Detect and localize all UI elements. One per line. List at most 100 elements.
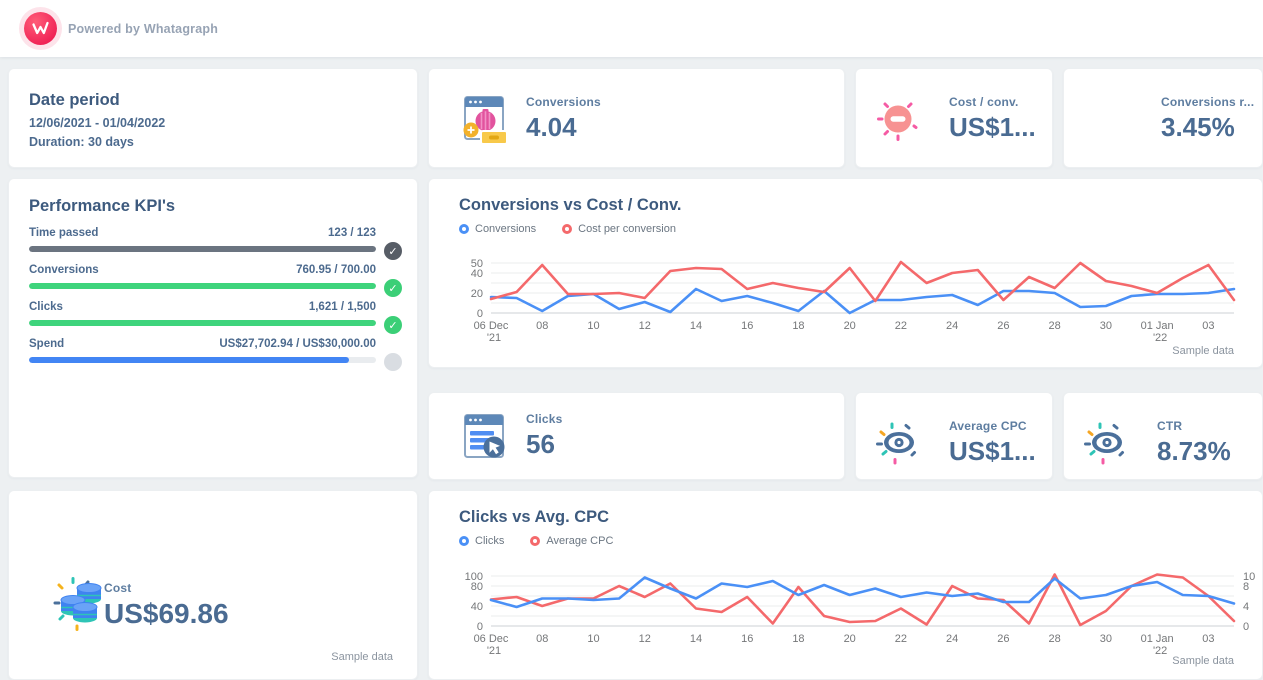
svg-text:26: 26 <box>997 633 1009 645</box>
whatagraph-logo-icon <box>24 12 57 45</box>
progress-fill <box>29 246 376 252</box>
chart2-legend: Clicks Average CPC <box>459 535 613 547</box>
cost-conv-label: Cost / conv. <box>949 95 1019 109</box>
progress-bar <box>29 320 376 326</box>
legend-item-clicks[interactable]: Clicks <box>459 535 504 547</box>
conversions-metric-card: Conversions 4.04 <box>428 68 845 168</box>
svg-text:'22: '22 <box>1153 332 1167 344</box>
ctr-label: CTR <box>1157 419 1183 433</box>
svg-text:'22: '22 <box>1153 645 1167 657</box>
legend-item-cost-per-conversion[interactable]: Cost per conversion <box>562 223 676 235</box>
kpi-label: Clicks <box>29 301 63 313</box>
avg-cpc-label: Average CPC <box>949 419 1027 433</box>
ctr-card: CTR 8.73% <box>1063 392 1263 480</box>
conversions-value: 4.04 <box>526 112 577 142</box>
svg-text:0: 0 <box>477 308 483 320</box>
svg-text:22: 22 <box>895 633 907 645</box>
conv-rate-value: 3.45% <box>1161 112 1235 142</box>
chart1-legend: Conversions Cost per conversion <box>459 223 676 235</box>
svg-text:12: 12 <box>639 633 651 645</box>
svg-text:30: 30 <box>1100 633 1112 645</box>
svg-text:12: 12 <box>639 320 651 332</box>
eye-burst-icon <box>1082 419 1130 472</box>
legend-item-conversions[interactable]: Conversions <box>459 223 536 235</box>
clicks-value: 56 <box>526 429 555 459</box>
click-window-icon <box>456 408 512 469</box>
sample-data-note: Sample data <box>1172 345 1234 357</box>
kpi-label: Time passed <box>29 227 99 239</box>
kpi-value: 760.95 / 700.00 <box>296 264 376 276</box>
svg-text:16: 16 <box>741 320 753 332</box>
clicks-label: Clicks <box>526 412 563 426</box>
kpi-row-clicks: Clicks 1,621 / 1,500 ✓ <box>29 301 402 341</box>
svg-text:06 Dec: 06 Dec <box>474 633 509 645</box>
kpi-value: US$27,702.94 / US$30,000.00 <box>219 338 376 350</box>
svg-text:10: 10 <box>587 633 599 645</box>
cost-conv-value: US$1... <box>949 112 1036 142</box>
date-period-title: Date period <box>29 91 120 109</box>
check-circle-icon: ✓ <box>384 279 402 297</box>
svg-text:28: 28 <box>1049 320 1061 332</box>
ctr-value: 8.73% <box>1157 436 1231 466</box>
sample-data-note: Sample data <box>1172 655 1234 667</box>
powered-by-label: Powered by Whatagraph <box>68 22 219 36</box>
avg-cpc-value: US$1... <box>949 436 1036 466</box>
minus-burst-icon <box>874 95 922 148</box>
progress-bar <box>29 357 376 363</box>
check-circle-icon: ✓ <box>384 316 402 334</box>
legend-label: Cost per conversion <box>578 223 676 235</box>
legend-ring-icon <box>530 536 541 546</box>
kpi-value: 1,621 / 1,500 <box>308 301 376 313</box>
svg-text:03: 03 <box>1202 633 1214 645</box>
svg-text:10: 10 <box>1243 571 1255 583</box>
svg-text:0: 0 <box>1243 621 1249 633</box>
conversion-rate-card: Conversions r... 3.45% <box>1063 68 1263 168</box>
chart2-title: Clicks vs Avg. CPC <box>459 508 610 526</box>
progress-fill <box>29 320 376 326</box>
svg-text:'21: '21 <box>487 332 501 344</box>
svg-text:0: 0 <box>477 621 483 633</box>
svg-text:18: 18 <box>792 320 804 332</box>
svg-text:20: 20 <box>471 288 483 300</box>
clicks-vs-cpc-chart-card: Clicks vs Avg. CPC Clicks Average CPC 0 4… <box>428 490 1263 680</box>
conv-rate-label: Conversions r... <box>1161 95 1255 109</box>
legend-label: Conversions <box>475 223 537 235</box>
kpi-label: Spend <box>29 338 65 350</box>
svg-text:08: 08 <box>536 633 548 645</box>
legend-item-average-cpc[interactable]: Average CPC <box>530 535 613 547</box>
svg-text:4: 4 <box>1243 601 1249 613</box>
whatagraph-logo[interactable] <box>24 12 57 45</box>
kpi-row-time-passed: Time passed 123 / 123 ✓ <box>29 227 402 267</box>
svg-text:10: 10 <box>587 320 599 332</box>
svg-text:'21: '21 <box>487 645 501 657</box>
kpi-label: Conversions <box>29 264 99 276</box>
svg-text:50: 50 <box>471 258 483 270</box>
legend-label: Average CPC <box>546 535 614 547</box>
svg-text:8: 8 <box>1243 581 1249 593</box>
check-circle-icon: ✓ <box>384 242 402 260</box>
conversions-vs-cost-chart-card: Conversions vs Cost / Conv. Conversions … <box>428 178 1263 368</box>
kpi-panel-title: Performance KPI's <box>29 197 176 215</box>
progress-fill <box>29 357 350 363</box>
svg-text:40: 40 <box>471 268 483 280</box>
svg-text:14: 14 <box>690 633 702 645</box>
top-bar: Powered by Whatagraph <box>0 0 1263 57</box>
svg-text:100: 100 <box>465 571 483 583</box>
sample-data-note: Sample data <box>331 651 393 663</box>
shopping-window-icon <box>456 90 512 151</box>
kpi-row-conversions: Conversions 760.95 / 700.00 ✓ <box>29 264 402 304</box>
svg-text:80: 80 <box>471 581 483 593</box>
svg-text:06 Dec: 06 Dec <box>474 320 509 332</box>
date-duration: Duration: 30 days <box>29 135 134 149</box>
svg-text:14: 14 <box>690 320 702 332</box>
svg-text:22: 22 <box>895 320 907 332</box>
svg-text:08: 08 <box>536 320 548 332</box>
kpi-value: 123 / 123 <box>328 227 376 239</box>
progress-fill <box>29 283 376 289</box>
legend-ring-icon <box>459 224 469 234</box>
svg-text:30: 30 <box>1100 320 1112 332</box>
cost-value: US$69.86 <box>104 598 229 629</box>
svg-text:16: 16 <box>741 633 753 645</box>
